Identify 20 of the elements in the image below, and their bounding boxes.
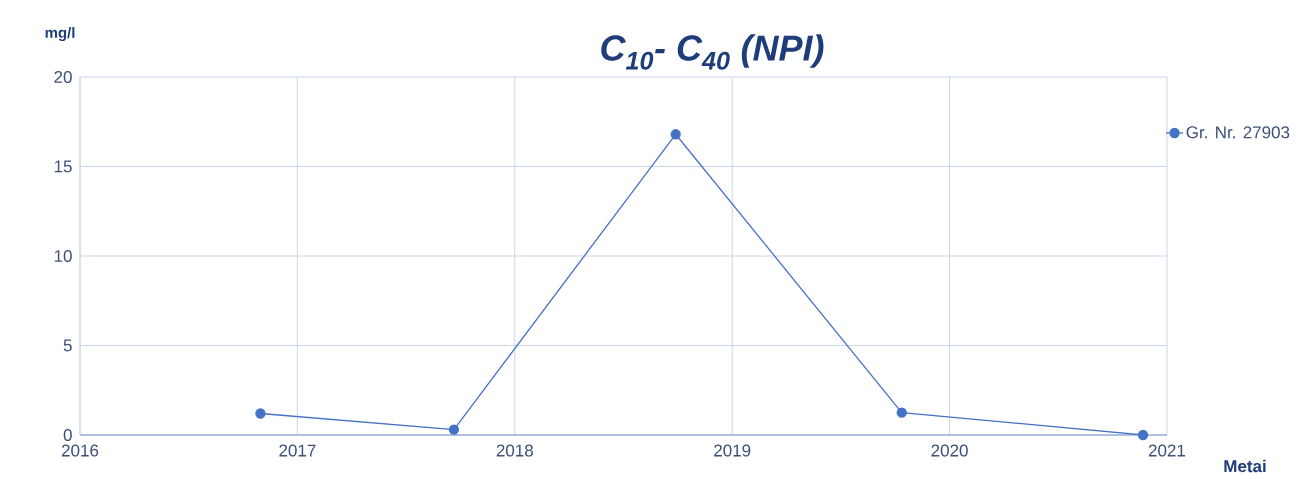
point <box>255 408 266 419</box>
x-tick-label: 2016 <box>61 444 99 457</box>
legend-label: Gr. Nr. 27903 <box>1186 126 1290 139</box>
y-tick-label: 15 <box>54 160 72 173</box>
y-axis-title: mg/l <box>45 26 75 42</box>
y-tick-label: 20 <box>54 70 72 84</box>
y-tick-label: 10 <box>54 249 72 263</box>
x-tick-label: 2018 <box>496 444 533 457</box>
point <box>1137 429 1149 441</box>
y-tick-label: 0 <box>63 428 72 442</box>
x-tick-label: 2021 <box>1148 444 1186 457</box>
x-axis-title: Metai <box>1224 459 1266 473</box>
x-tick-label: 2019 <box>714 444 751 457</box>
point <box>896 407 907 418</box>
point <box>448 424 460 435</box>
x-tick-label: 2020 <box>931 444 968 457</box>
chart-title: C$_{10}$- C$_{40}$ (NPI) <box>601 34 824 70</box>
point <box>670 129 681 140</box>
x-tick-label: 2017 <box>279 444 316 457</box>
y-tick-label: 5 <box>63 339 72 352</box>
